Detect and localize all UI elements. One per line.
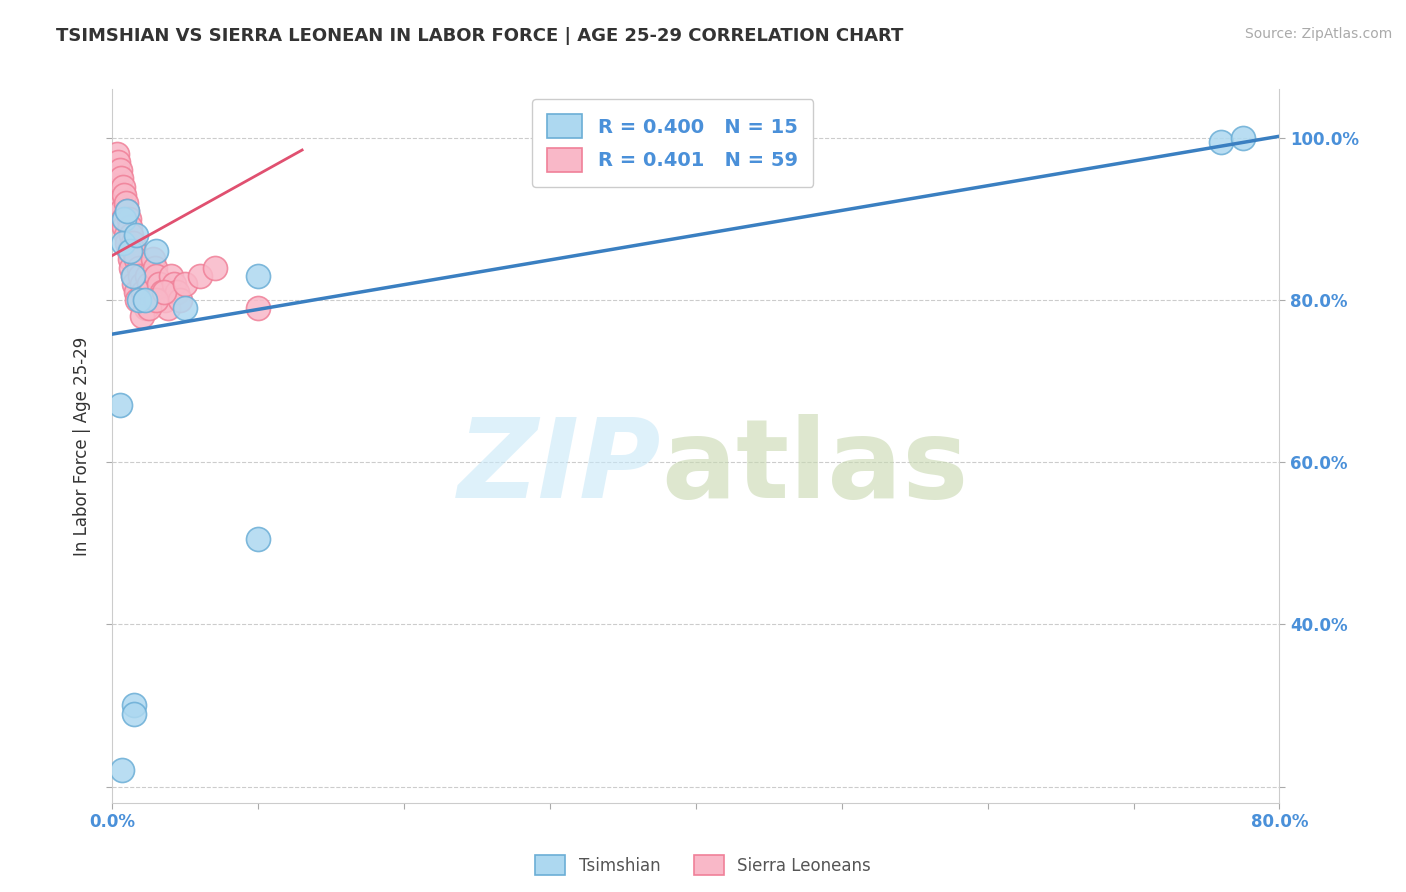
Point — [135, 301, 157, 315]
Point — [111, 764, 134, 778]
Point — [163, 277, 186, 291]
Point — [247, 301, 270, 315]
Point — [152, 285, 174, 299]
Point — [125, 285, 148, 299]
Point — [108, 399, 131, 413]
Point — [142, 252, 165, 267]
Point — [166, 285, 188, 299]
Point — [114, 195, 136, 210]
Point — [143, 260, 166, 275]
Point — [127, 293, 149, 307]
Point — [122, 236, 145, 251]
Y-axis label: In Labor Force | Age 25-29: In Labor Force | Age 25-29 — [73, 336, 91, 556]
Point — [136, 268, 159, 283]
Point — [118, 252, 141, 267]
Point — [131, 310, 153, 324]
Text: atlas: atlas — [661, 414, 969, 521]
Point — [118, 220, 141, 235]
Point — [104, 195, 127, 210]
Point — [105, 147, 128, 161]
Point — [128, 260, 150, 275]
Legend: R = 0.400   N = 15, R = 0.401   N = 59: R = 0.400 N = 15, R = 0.401 N = 59 — [531, 99, 814, 187]
Point — [169, 293, 191, 307]
Point — [139, 285, 162, 299]
Point — [153, 293, 176, 307]
Point — [115, 236, 138, 251]
Point — [112, 187, 135, 202]
Point — [111, 211, 134, 226]
Point — [107, 155, 129, 169]
Point — [125, 252, 148, 267]
Point — [128, 293, 150, 307]
Point — [120, 260, 142, 275]
Text: TSIMSHIAN VS SIERRA LEONEAN IN LABOR FORCE | AGE 25-29 CORRELATION CHART: TSIMSHIAN VS SIERRA LEONEAN IN LABOR FOR… — [56, 27, 904, 45]
Point — [129, 268, 152, 283]
Point — [117, 244, 139, 259]
Point — [145, 244, 167, 259]
Point — [120, 228, 142, 243]
Point — [111, 236, 134, 251]
Point — [204, 260, 226, 275]
Legend: Tsimshian, Sierra Leoneans: Tsimshian, Sierra Leoneans — [529, 848, 877, 882]
Point — [174, 277, 197, 291]
Point — [148, 277, 170, 291]
Text: ZIP: ZIP — [457, 414, 661, 521]
Point — [110, 203, 132, 218]
Point — [188, 268, 211, 283]
Point — [160, 268, 183, 283]
Point — [115, 203, 138, 218]
Point — [132, 285, 155, 299]
Point — [124, 244, 146, 259]
Point — [115, 203, 138, 218]
Text: Source: ZipAtlas.com: Source: ZipAtlas.com — [1244, 27, 1392, 41]
Point — [108, 163, 131, 178]
Point — [138, 277, 160, 291]
Point — [111, 179, 134, 194]
Point — [118, 244, 141, 259]
Point — [105, 163, 128, 178]
Point — [122, 268, 145, 283]
Point — [145, 268, 167, 283]
Point — [247, 268, 270, 283]
Point — [110, 171, 132, 186]
Point — [124, 698, 146, 713]
Point — [125, 228, 148, 243]
Point — [145, 293, 167, 307]
Point — [1209, 135, 1232, 149]
Point — [134, 293, 156, 307]
Point — [107, 179, 129, 194]
Point — [247, 533, 270, 547]
Point — [108, 187, 131, 202]
Point — [117, 211, 139, 226]
Point — [131, 277, 153, 291]
Point — [114, 228, 136, 243]
Point — [156, 301, 179, 315]
Point — [124, 277, 146, 291]
Point — [112, 220, 135, 235]
Point — [174, 301, 197, 315]
Point — [112, 211, 135, 226]
Point — [124, 706, 146, 721]
Point — [122, 268, 145, 283]
Point — [141, 293, 163, 307]
Point — [1232, 131, 1254, 145]
Point — [150, 285, 173, 299]
Point — [138, 301, 160, 315]
Point — [134, 293, 156, 307]
